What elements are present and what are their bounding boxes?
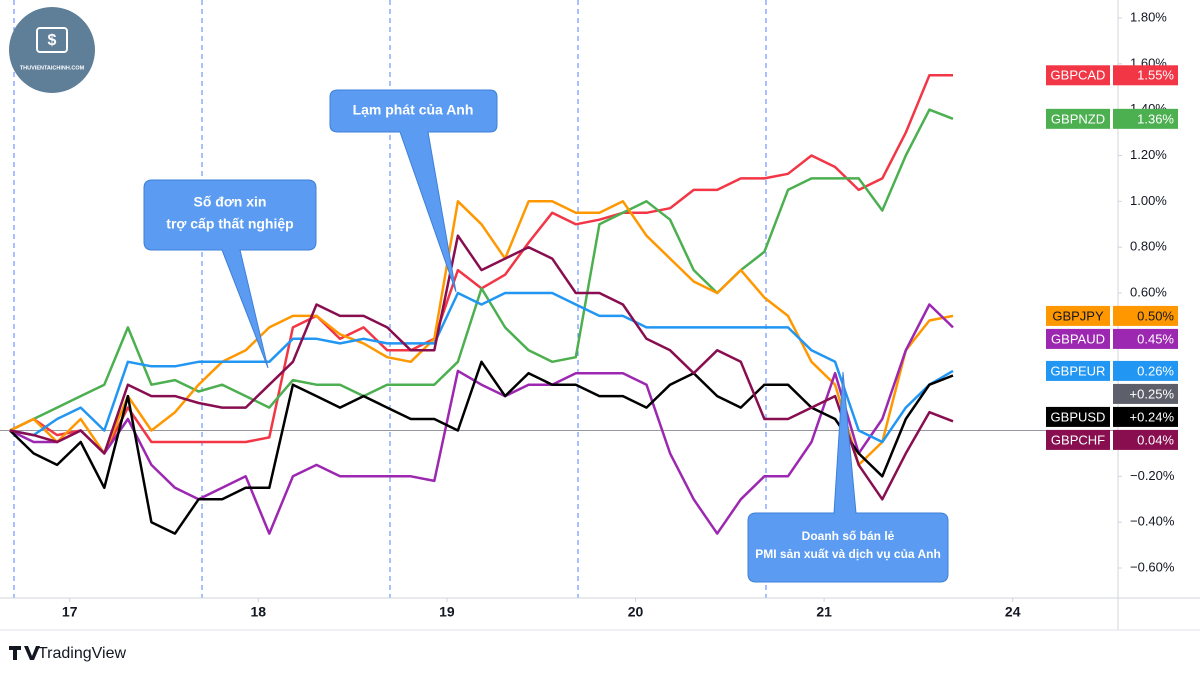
series-line [9, 200, 954, 467]
y-tick-label: −0.60% [1130, 559, 1175, 574]
last-value-box [1113, 406, 1178, 427]
last-value-label: 1.36% [1137, 111, 1174, 126]
y-tick-label: 1.00% [1130, 193, 1167, 208]
footer: 𝟭𝟳 TradingView [9, 645, 126, 662]
legend-name: GBPNZD [1051, 111, 1105, 126]
series-line [9, 303, 954, 535]
annotation-text: Số đơn xin [194, 194, 267, 210]
legend-name-box [1046, 108, 1110, 129]
series-line [9, 108, 954, 432]
y-tick-label: −0.20% [1130, 468, 1175, 483]
logo-symbol: $ [48, 32, 57, 49]
y-tick-label: 1.20% [1130, 147, 1167, 162]
annotation-text: Lạm phát của Anh [353, 102, 474, 118]
x-tick-label: 18 [251, 604, 267, 620]
legend-name: GBPCAD [1051, 68, 1106, 83]
x-tick-label: 21 [816, 604, 832, 620]
callout-shape [329, 89, 498, 293]
annotation-text: trợ cấp thất nghiệp [166, 216, 293, 232]
last-value-box [1113, 305, 1178, 326]
last-value-label: 0.04% [1137, 432, 1174, 447]
legend-name: GBPEUR [1051, 363, 1106, 378]
last-value-box [1113, 108, 1178, 129]
last-value-box [1113, 360, 1178, 381]
logo-circle [9, 7, 95, 93]
last-value-box [1113, 429, 1178, 450]
footer-text: TradingView [38, 645, 126, 662]
callout-shape [747, 371, 949, 583]
legend-name: GBPAUD [1051, 331, 1105, 346]
footer-logo-mark [9, 646, 40, 660]
y-tick-label: −0.40% [1130, 514, 1175, 529]
legend-name-box [1046, 429, 1110, 450]
legend-name-box [1046, 305, 1110, 326]
last-value-box [1113, 65, 1178, 86]
price-marker-box [1113, 383, 1178, 404]
callout-shape [143, 179, 317, 369]
logo-icon [36, 27, 68, 53]
last-value-label: 1.55% [1137, 68, 1174, 83]
legend-name: GBPJPY [1052, 308, 1104, 323]
last-value-label: 0.45% [1137, 331, 1174, 346]
price-marker-label: +0.25% [1130, 386, 1175, 401]
x-tick-label: 17 [62, 604, 78, 620]
last-value-label: +0.24% [1130, 409, 1175, 424]
last-value-label: 0.26% [1137, 363, 1174, 378]
x-tick-label: 24 [1005, 604, 1021, 620]
series-line [9, 291, 954, 444]
annotation-text: PMI sản xuất và dịch vụ của Anh [755, 547, 941, 561]
plot-area: 1.80%1.60%1.40%1.20%1.00%0.80%0.60%−0.20… [0, 9, 1178, 620]
watermark: THUVIENTAICHINH.COM [20, 65, 85, 71]
y-tick-label: 0.60% [1130, 284, 1167, 299]
series-line [9, 360, 954, 535]
legend-name: GBPCHF [1051, 432, 1105, 447]
logo: $ THUVIENTAICHINH.COM [9, 7, 95, 93]
y-tick-label: 1.80% [1130, 9, 1167, 24]
last-value-label: 0.50% [1137, 308, 1174, 323]
x-tick-label: 19 [439, 604, 455, 620]
last-value-box [1113, 328, 1178, 349]
legend-name-box [1046, 360, 1110, 381]
annotation-text: Doanh số bán lẻ [802, 529, 895, 543]
series-line [9, 234, 954, 501]
legend-name: GBPUSD [1051, 409, 1106, 424]
x-tick-label: 20 [628, 604, 644, 620]
annotations: Số đơn xin trợ cấp thất nghiệp Lạm phát … [143, 89, 949, 583]
legend-name-box [1046, 328, 1110, 349]
y-tick-label: 0.80% [1130, 239, 1167, 254]
legend-name-box [1046, 65, 1110, 86]
legend-name-box [1046, 406, 1110, 427]
